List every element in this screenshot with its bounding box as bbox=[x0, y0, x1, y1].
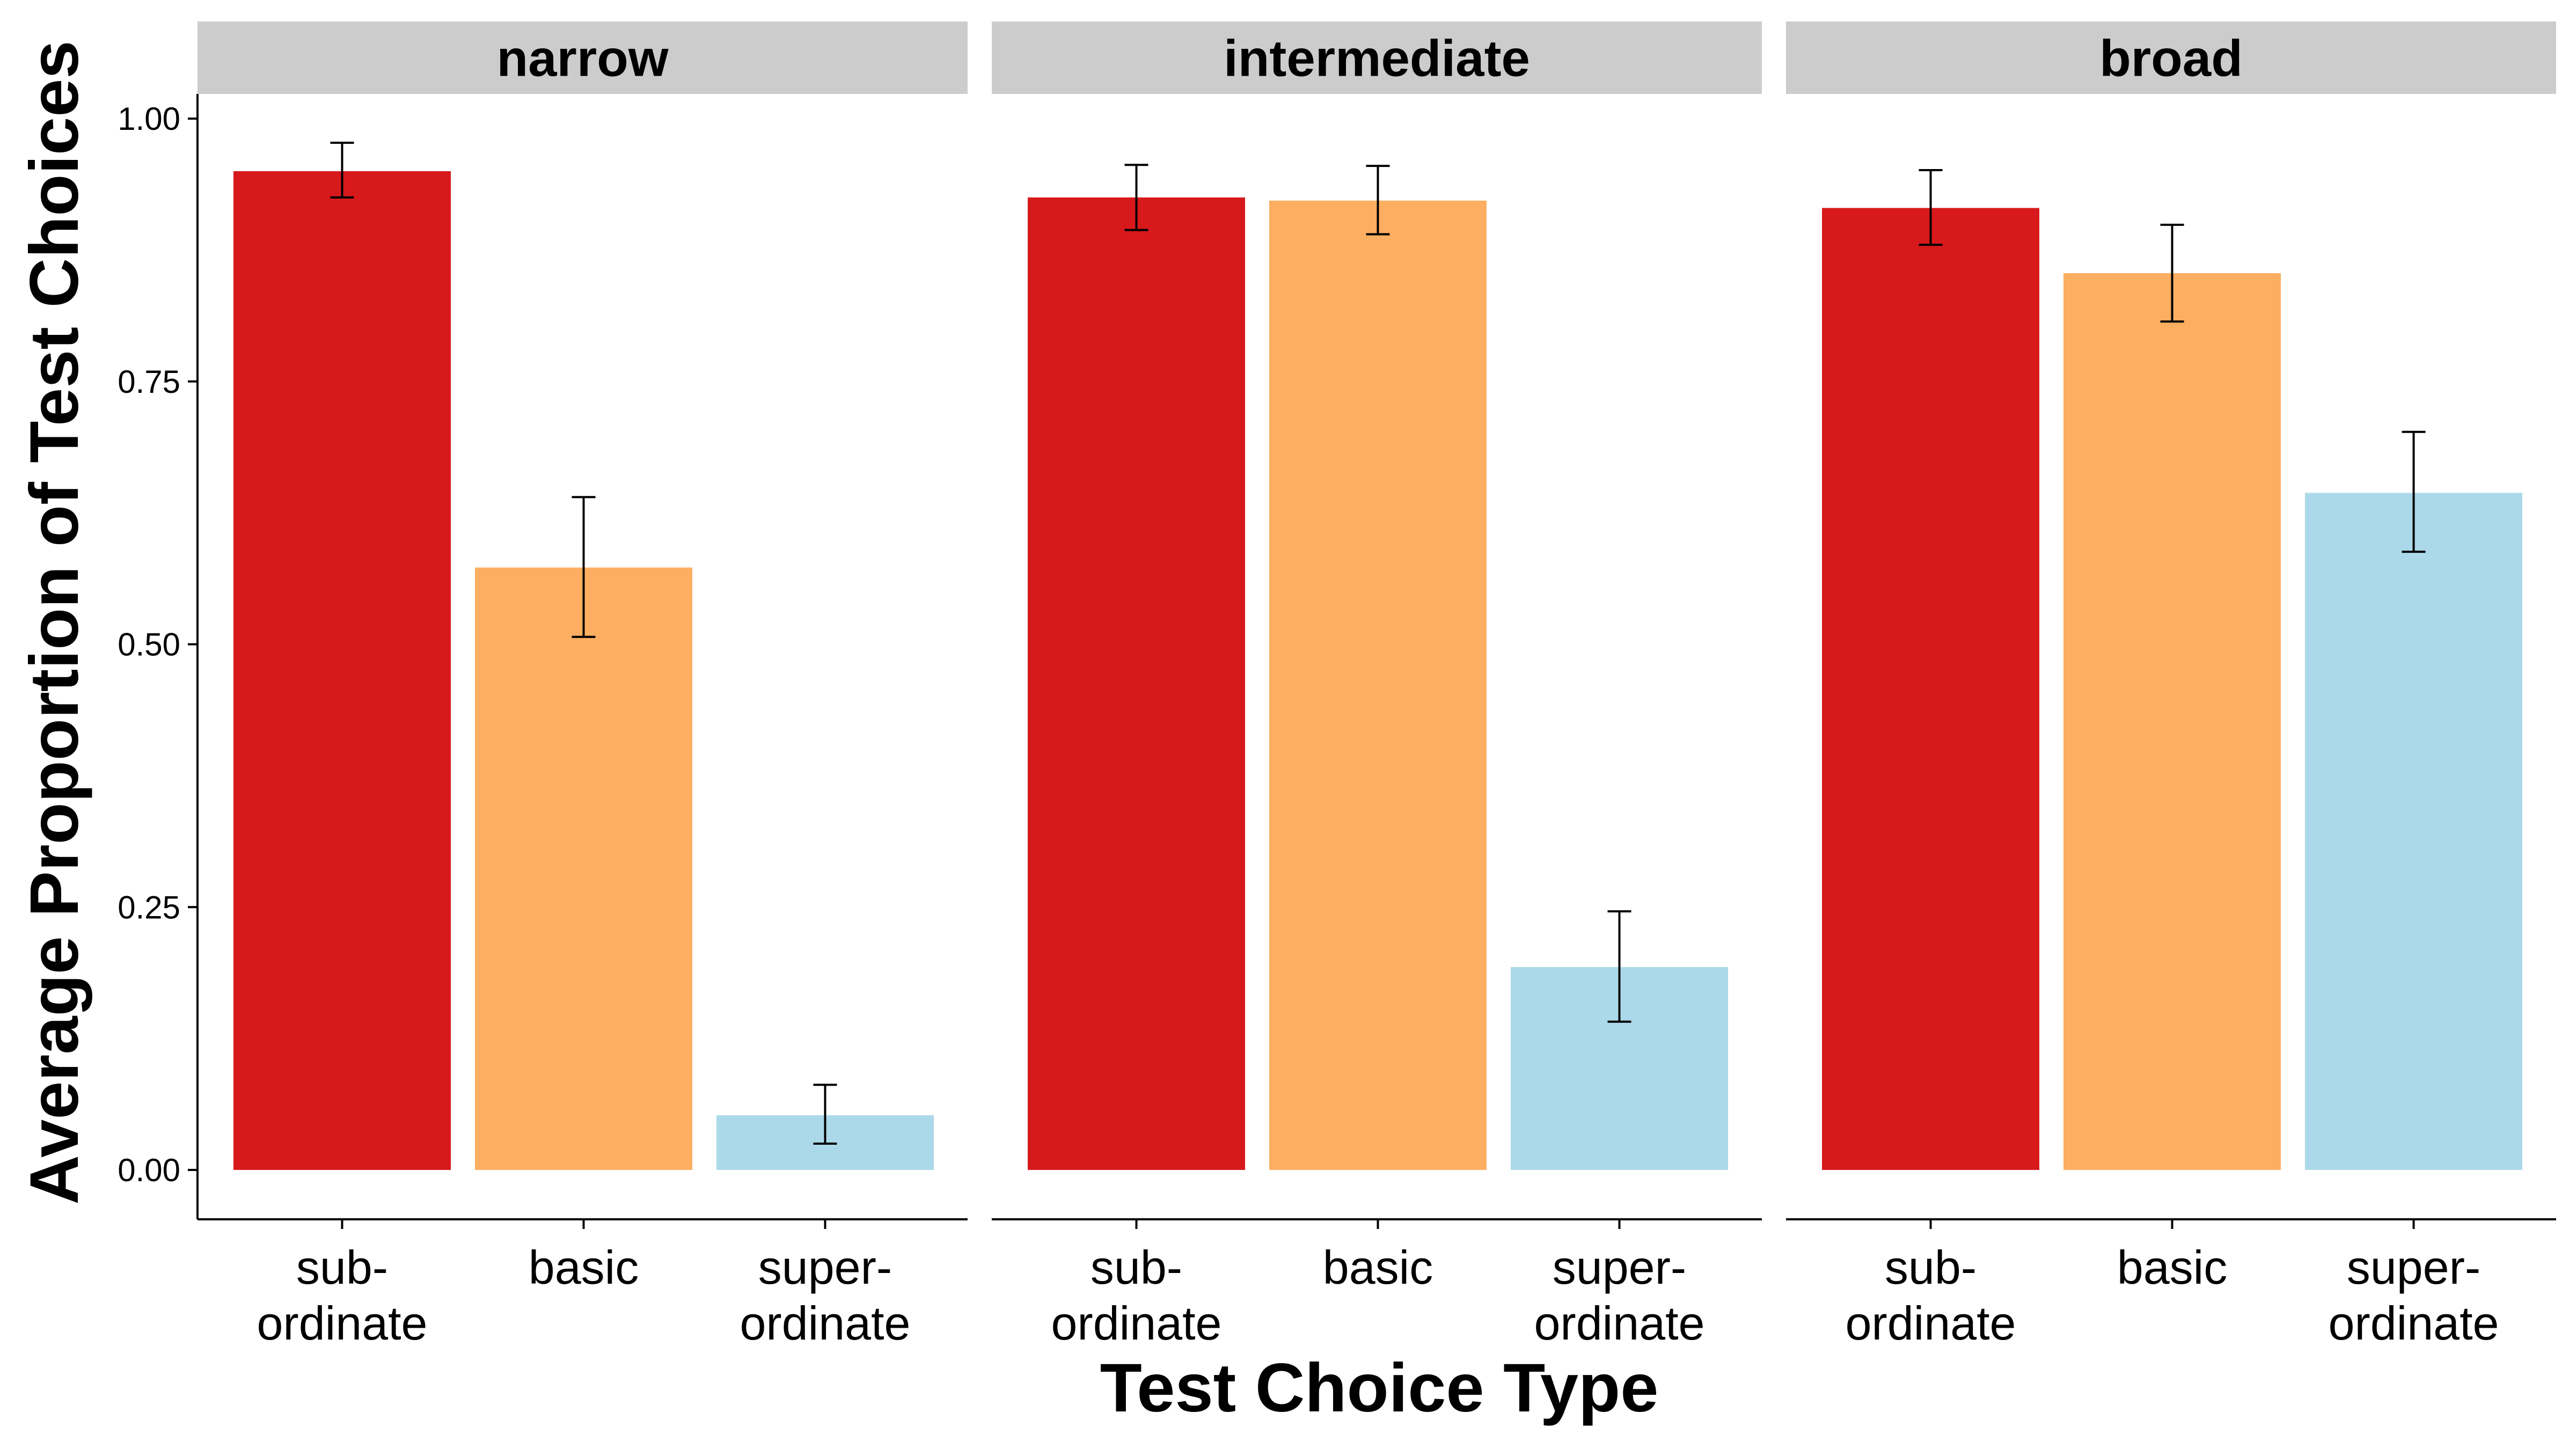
x-tick-label-line2: ordinate bbox=[740, 1297, 910, 1350]
facet-strip bbox=[197, 21, 968, 94]
y-tick-label: 1.00 bbox=[118, 101, 180, 137]
error-bar bbox=[1124, 164, 1148, 231]
error-bar bbox=[2402, 430, 2426, 553]
bar-narrow-2 bbox=[475, 567, 692, 1170]
x-axis-title: Test Choice Type bbox=[1100, 1350, 1659, 1426]
x-tick-label-line1: sub- bbox=[1885, 1241, 1977, 1294]
bar-narrow-1 bbox=[233, 171, 451, 1170]
x-tick-label-line2: ordinate bbox=[2328, 1297, 2499, 1350]
y-tick-label: 0.75 bbox=[118, 364, 180, 400]
bar-intermediate-2 bbox=[1269, 200, 1487, 1170]
error-bar bbox=[330, 142, 354, 199]
facet-strip bbox=[1786, 21, 2556, 94]
x-tick-label-line1: sub- bbox=[1091, 1241, 1182, 1294]
facet-strip-label: narrow bbox=[496, 30, 668, 87]
x-tick-label-line2: ordinate bbox=[1051, 1297, 1221, 1350]
error-bar bbox=[2160, 223, 2184, 323]
facet-strip-label: intermediate bbox=[1224, 30, 1530, 87]
bar-intermediate-1 bbox=[1028, 197, 1245, 1170]
x-tick-label-line1: basic bbox=[529, 1241, 639, 1294]
bar-broad-3 bbox=[2305, 493, 2522, 1170]
x-tick-label-line2: ordinate bbox=[1845, 1297, 2016, 1350]
x-tick-label-line2: ordinate bbox=[257, 1297, 427, 1350]
x-tick-label-line1: super- bbox=[2347, 1241, 2480, 1294]
x-tick-label-line1: super- bbox=[758, 1241, 892, 1294]
y-tick-label: 0.25 bbox=[118, 889, 180, 925]
y-axis: 0.00 0.25 0.50 0.75 1.00 bbox=[118, 94, 199, 1219]
panel-intermediate: intermediate sub-ordinate basic super-ordin… bbox=[992, 21, 1762, 1350]
error-bar bbox=[1919, 169, 1943, 246]
y-axis-title: Average Proportion of Test Choices bbox=[16, 40, 93, 1204]
x-tick-label-line2: ordinate bbox=[1534, 1297, 1704, 1350]
x-tick-label-line1: super- bbox=[1553, 1241, 1686, 1294]
bar-broad-2 bbox=[2063, 273, 2281, 1170]
x-tick-label-line1: basic bbox=[1323, 1241, 1433, 1294]
facet-strip-label: broad bbox=[2099, 30, 2243, 87]
x-tick-label-line1: sub- bbox=[296, 1241, 388, 1294]
y-tick-label: 0.50 bbox=[118, 627, 180, 663]
y-tick-label: 0.00 bbox=[118, 1152, 180, 1188]
x-tick-label-line1: basic bbox=[2117, 1241, 2227, 1294]
error-bar bbox=[813, 1084, 837, 1145]
bar-broad-1 bbox=[1822, 208, 2039, 1170]
panel-broad: broad sub-ordinate basic super-ordinate bbox=[1786, 21, 2556, 1350]
error-bar bbox=[572, 496, 596, 638]
panel-narrow: narrow sub-ordinate basic super-ordinate bbox=[197, 21, 968, 1350]
facet-strip bbox=[992, 21, 1762, 94]
error-bar bbox=[1607, 910, 1631, 1023]
error-bar bbox=[1366, 165, 1390, 236]
